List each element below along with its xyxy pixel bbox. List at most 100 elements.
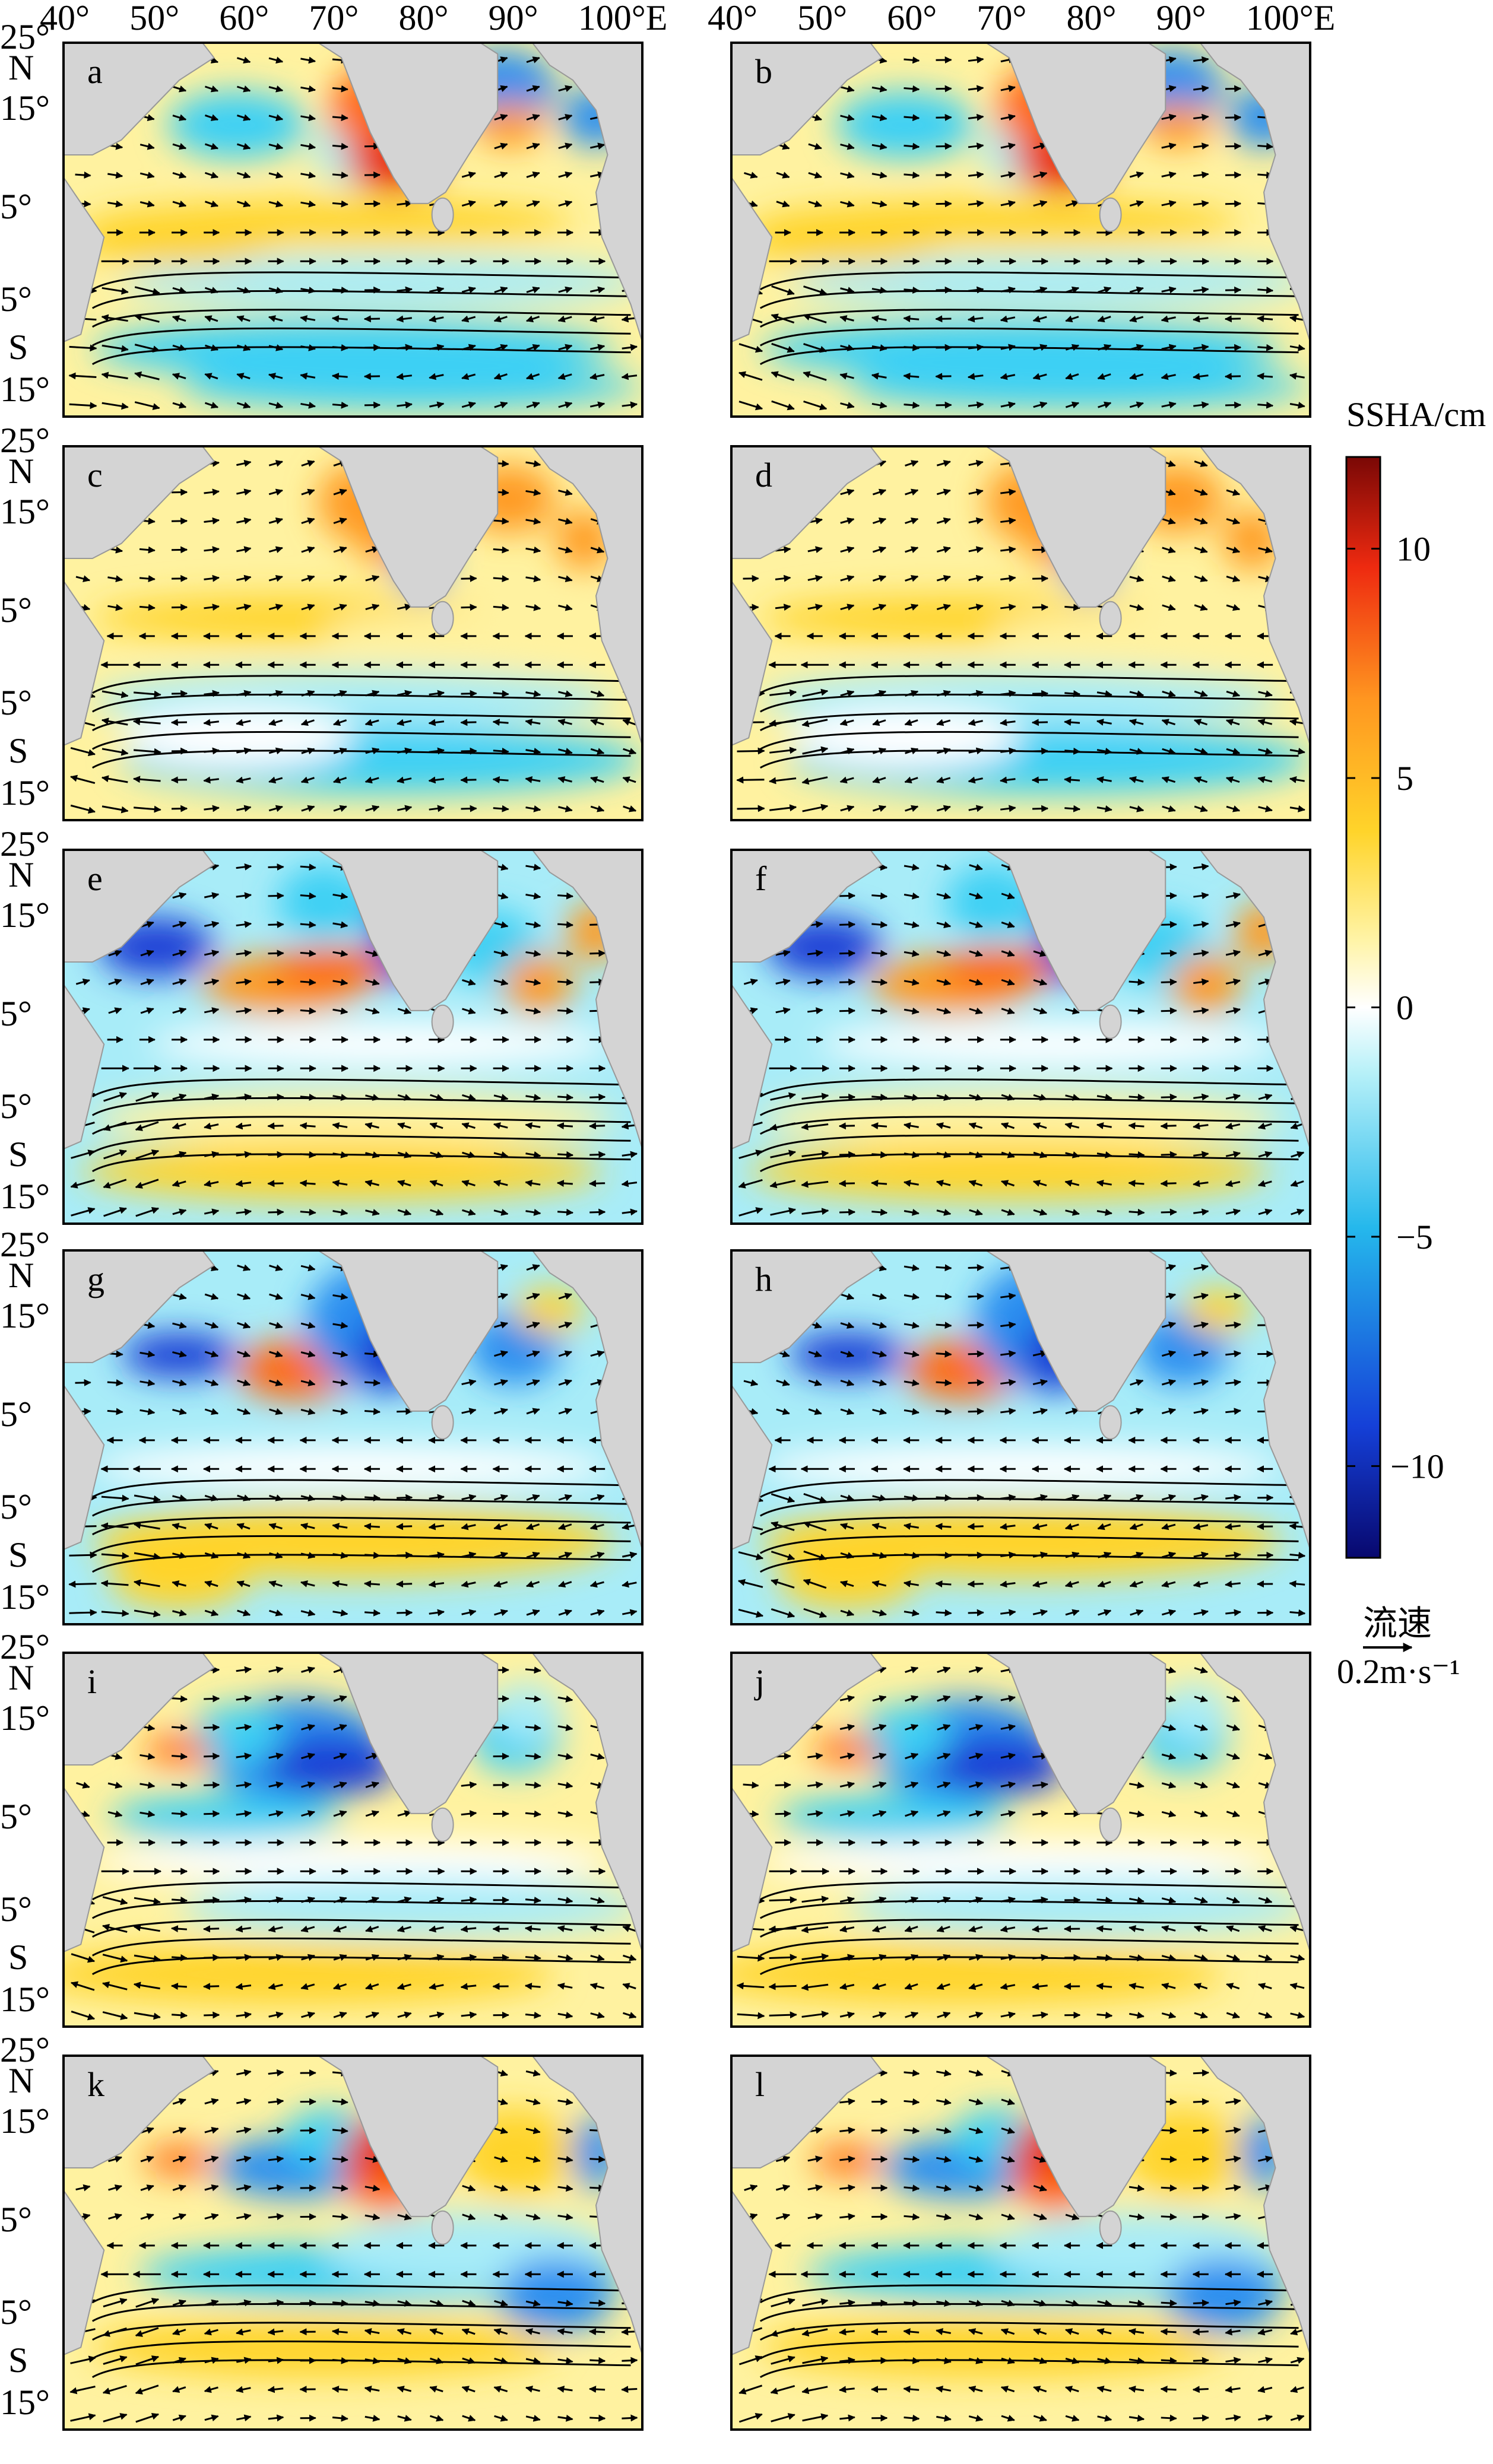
top-axis-label: 80° xyxy=(399,0,449,37)
panel-letter: k xyxy=(87,2065,104,2104)
colorbar-tick-label: −10 xyxy=(1390,1447,1444,1485)
map-panel-j: j xyxy=(730,1652,1311,2028)
sri-lanka xyxy=(431,1405,454,1440)
map-panel-l: l xyxy=(730,2055,1311,2431)
land xyxy=(64,43,642,343)
top-axis-label: 60° xyxy=(219,0,269,37)
top-axis-label: 50° xyxy=(797,0,847,37)
land xyxy=(64,850,642,1150)
map-panel-e: e xyxy=(62,849,644,1225)
map-panel-f: f xyxy=(730,849,1311,1225)
colorbar-tick-label: 10 xyxy=(1396,530,1431,569)
top-axis-label: 60° xyxy=(887,0,937,37)
panel-letter: i xyxy=(87,1662,97,1701)
map-panel-i: i xyxy=(62,1652,644,2028)
colorbar-tick-label: 0 xyxy=(1396,989,1413,1027)
colorbar-tick-label: −5 xyxy=(1396,1218,1433,1256)
panel-frame xyxy=(730,2055,1311,2431)
land xyxy=(64,1250,642,1551)
land xyxy=(731,1653,1310,1953)
top-axis-label: 80° xyxy=(1067,0,1117,37)
panel-letter: f xyxy=(755,859,767,898)
left-axis-label: 5° xyxy=(0,2200,32,2239)
left-axis-label: 15° xyxy=(0,88,50,128)
panel-frame xyxy=(62,1652,644,2028)
land xyxy=(731,2056,1310,2356)
land xyxy=(731,446,1310,747)
land xyxy=(64,446,642,747)
top-axis-label: 90° xyxy=(489,0,538,37)
colorbar-tick-label: 5 xyxy=(1396,759,1413,798)
map-panel-d: d xyxy=(730,445,1311,821)
top-axis-label: 70° xyxy=(309,0,359,37)
map-panel-a: a xyxy=(62,42,644,418)
left-axis-label: N xyxy=(8,452,34,491)
left-axis-label: S xyxy=(8,2341,28,2380)
left-axis-label: 15° xyxy=(0,1698,50,1738)
left-axis-label: 5° xyxy=(0,1395,32,1434)
boundary-current xyxy=(91,675,631,769)
left-axis-label: 5° xyxy=(0,1487,32,1526)
left-axis-label: 15° xyxy=(0,1296,50,1335)
panel-letter: g xyxy=(87,1260,104,1298)
left-axis-label: 5° xyxy=(0,187,32,226)
panel-letter: a xyxy=(87,52,103,91)
sri-lanka xyxy=(431,1004,454,1039)
top-axis-label: 40° xyxy=(708,0,757,37)
boundary-current xyxy=(759,2284,1299,2379)
ssha-field xyxy=(92,1265,614,1609)
left-axis-label: N xyxy=(8,855,34,894)
panel-letter: h xyxy=(755,1260,772,1298)
left-axis-label: 5° xyxy=(0,2292,32,2332)
sri-lanka xyxy=(431,1807,454,1842)
map-panel-c: c xyxy=(62,445,644,821)
left-axis-label: 15° xyxy=(0,773,50,812)
panel-letter: j xyxy=(754,1662,765,1701)
panel-frame xyxy=(62,1249,644,1625)
colorbar-title: SSHA/cm xyxy=(1346,395,1486,434)
left-axis-label: 15° xyxy=(0,896,50,935)
map-panels: a b c d e f g h i j k l xyxy=(62,42,1311,2431)
left-axis-label: 15° xyxy=(0,492,50,531)
colorbar: SSHA/cm 10 5 0 −5 −10 xyxy=(1345,395,1486,1559)
left-axis-label: 25° xyxy=(0,2030,50,2069)
vector-legend-scale: 0.2m·s⁻¹ xyxy=(1337,1652,1460,1691)
sri-lanka xyxy=(431,2210,454,2245)
left-axis-label: 5° xyxy=(0,994,32,1033)
left-axis-label: 5° xyxy=(0,1797,32,1836)
vector-legend: 流速 0.2m·s⁻¹ xyxy=(1337,1604,1460,1691)
left-axis-label: 15° xyxy=(0,2383,50,2422)
panel-frame xyxy=(62,849,644,1225)
land xyxy=(731,43,1310,343)
left-axis-label: 25° xyxy=(0,1225,50,1264)
sri-lanka xyxy=(1099,2210,1122,2245)
boundary-current xyxy=(759,675,1299,769)
top-axis-label: 50° xyxy=(129,0,179,37)
top-axis-labels: 40° 50° 60° 70° 80° 90° 100°E 40° 50° 60° 70° 80° 90… xyxy=(40,0,1335,37)
left-axis-label: 15° xyxy=(0,1577,50,1617)
sri-lanka xyxy=(1099,197,1122,232)
left-axis-label: N xyxy=(8,2061,34,2100)
colorbar-ticks: 10 5 0 −5 −10 xyxy=(1346,530,1444,1485)
panel-frame xyxy=(62,445,644,821)
boundary-current xyxy=(759,1479,1299,1573)
left-axis-label: N xyxy=(8,1658,34,1697)
left-axis-label: 25° xyxy=(0,824,50,863)
land xyxy=(731,850,1310,1150)
land xyxy=(64,2056,642,2356)
map-panel-k: k xyxy=(62,2055,644,2431)
panel-letter: b xyxy=(755,52,772,91)
left-axis-label: 5° xyxy=(0,590,32,630)
left-axis-label: 15° xyxy=(0,370,50,409)
map-panel-b: b xyxy=(730,42,1311,418)
boundary-current xyxy=(91,271,631,366)
map-panel-h: h xyxy=(730,1249,1311,1625)
boundary-current xyxy=(759,271,1299,366)
left-axis-label: N xyxy=(8,48,34,87)
panel-frame xyxy=(62,42,644,418)
boundary-current xyxy=(91,2284,631,2379)
boundary-current xyxy=(91,1078,631,1173)
left-axis-label: 15° xyxy=(0,2101,50,2141)
panel-letter: d xyxy=(755,456,772,494)
